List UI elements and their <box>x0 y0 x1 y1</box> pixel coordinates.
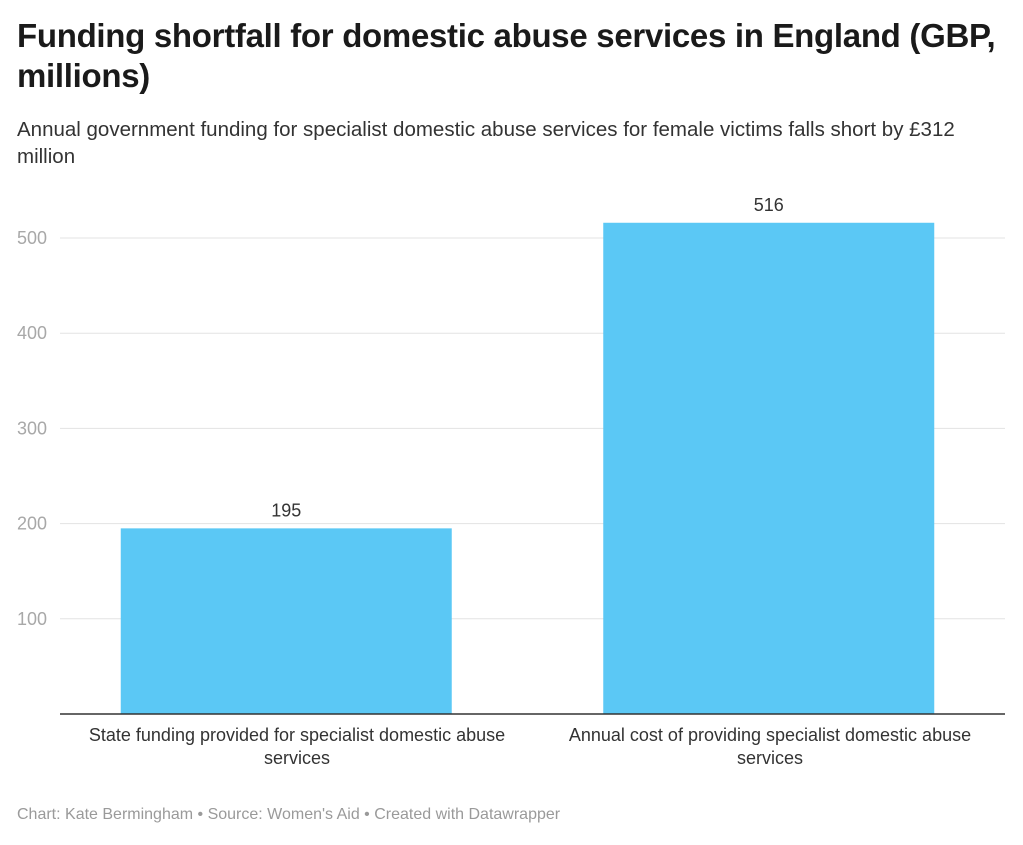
chart-footer: Chart: Kate Bermingham • Source: Women's… <box>17 806 561 823</box>
bar <box>603 222 935 714</box>
chart-subtitle: Annual government funding for specialist… <box>17 118 955 168</box>
y-tick-label: 500 <box>17 228 47 248</box>
category-label: Annual cost of providing specialist dome… <box>568 725 972 768</box>
y-axis-ticks: 100 200 300 400 500 <box>17 228 47 629</box>
y-tick-label: 100 <box>17 609 47 629</box>
y-tick-label: 400 <box>17 323 47 343</box>
category-label: State funding provided for specialist do… <box>88 725 506 768</box>
bars <box>120 222 935 714</box>
data-label: 195 <box>271 500 301 520</box>
y-tick-label: 300 <box>17 418 47 438</box>
data-labels: 195 516 <box>271 195 784 521</box>
data-label: 516 <box>754 195 784 215</box>
chart-title: Funding shortfall for domestic abuse ser… <box>17 17 996 94</box>
y-tick-label: 200 <box>17 514 47 534</box>
bar <box>120 528 452 714</box>
